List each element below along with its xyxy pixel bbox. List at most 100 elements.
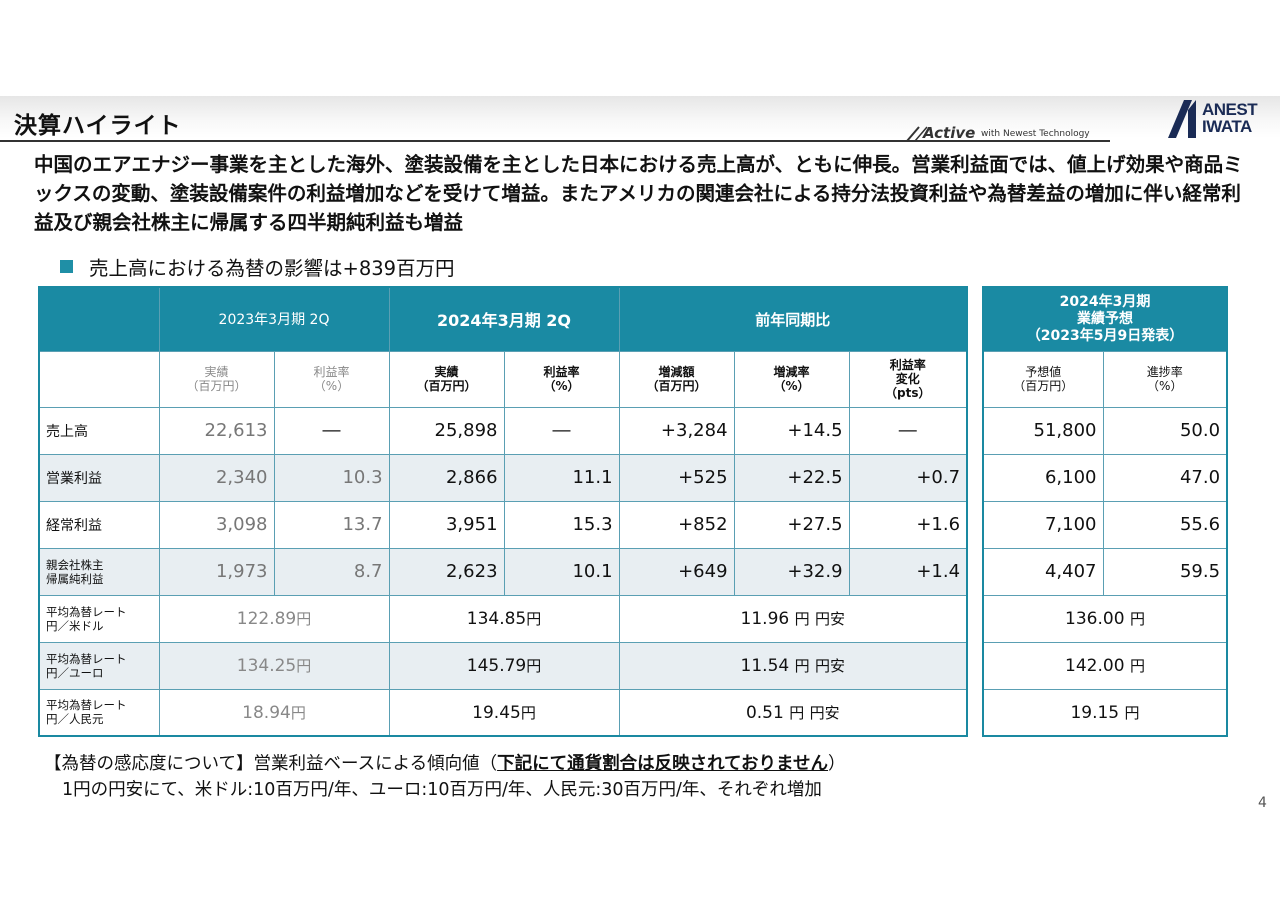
table-row: 経常利益 3,098 13.7 3,951 15.3 +852 +27.5 +1… [38, 500, 968, 549]
prev-actual: 22,613 [158, 406, 275, 455]
fx-row: 平均為替レート 円／人民元 18.94円 19.45円 0.51 円 円安 [38, 688, 968, 737]
tagline-text: with Newest Technology [981, 129, 1090, 139]
diff-amount: +3,284 [618, 406, 735, 455]
header-yoy: 前年同期比 [618, 286, 968, 352]
logo-mark-icon [1168, 100, 1196, 138]
fx-cur: 145.79円 [388, 641, 620, 690]
header-cur-period: 2024年3月期 2Q [388, 286, 620, 352]
cur-actual: 2,866 [388, 453, 505, 502]
fx-cur: 134.85円 [388, 594, 620, 643]
subheader-progress: 進捗率 （%） [1102, 350, 1228, 408]
forecast-fx: 19.15 円 [982, 688, 1228, 737]
margin-change: +1.6 [848, 500, 968, 549]
prev-actual: 1,973 [158, 547, 275, 596]
row-label: 営業利益 [38, 453, 160, 502]
forecast-progress: 47.0 [1102, 453, 1228, 502]
subheader-margin-change: 利益率 変化 （pts） [848, 350, 968, 408]
forecast-table: 2024年3月期 業績予想 （2023年5月9日発表） 予想値 （百万円） 進捗率 （%… [982, 286, 1229, 737]
logo-text-line1: ANEST [1202, 100, 1258, 119]
logo-text-line2: IWATA [1202, 117, 1252, 136]
cur-margin: ― [503, 406, 620, 455]
prev-margin: 8.7 [273, 547, 390, 596]
fx-sensitivity-note: 【為替の感応度について】営業利益ベースによる傾向値（下記にて通貨割合は反映されて… [44, 754, 846, 774]
diff-rate: +32.9 [733, 547, 850, 596]
fx-row: 平均為替レート 円／ユーロ 134.25円 145.79円 11.54 円 円安 [38, 641, 968, 690]
page-number: 4 [1258, 795, 1267, 811]
subheader-prev-actual: 実績 （百万円） [158, 350, 275, 408]
subheader-prev-margin: 利益率 （%） [273, 350, 390, 408]
header-prev-period: 2023年3月期 2Q [158, 286, 390, 352]
fx-cur: 19.45円 [388, 688, 620, 737]
fx-impact-text: 売上高における為替の影響は+839百万円 [89, 257, 455, 280]
tagline-slash-icon [906, 126, 928, 142]
forecast-fx: 136.00 円 [982, 594, 1228, 643]
diff-rate: +22.5 [733, 453, 850, 502]
prev-margin: 13.7 [273, 500, 390, 549]
cur-actual: 2,623 [388, 547, 505, 596]
margin-change: +1.4 [848, 547, 968, 596]
row-label: 親会社株主 帰属純利益 [38, 547, 160, 596]
cur-margin: 15.3 [503, 500, 620, 549]
diff-rate: +27.5 [733, 500, 850, 549]
prev-margin: ― [273, 406, 390, 455]
forecast-row: 6,100 47.0 [982, 453, 1228, 502]
cur-actual: 3,951 [388, 500, 505, 549]
forecast-row: 4,407 59.5 [982, 547, 1228, 596]
summary-text: 中国のエアエナジー事業を主とした海外、塗装設備を主とした日本における売上高が、と… [34, 153, 1243, 234]
forecast-progress: 50.0 [1102, 406, 1228, 455]
forecast-row: 51,800 50.0 [982, 406, 1228, 455]
table-row: 親会社株主 帰属純利益 1,973 8.7 2,623 10.1 +649 +32… [38, 547, 968, 596]
diff-amount: +852 [618, 500, 735, 549]
subheader-blank [38, 350, 160, 408]
forecast-fx-row: 142.00 円 [982, 641, 1228, 690]
note-emphasis: 下記にて通貨割合は反映されておりません [497, 754, 829, 774]
subheader-cur-margin: 利益率 （%） [503, 350, 620, 408]
forecast-value: 6,100 [982, 453, 1104, 502]
prev-margin: 10.3 [273, 453, 390, 502]
tagline-brand: Active [923, 124, 976, 142]
slide-title: 決算ハイライト [14, 113, 182, 139]
subheader-diff-amount: 増減額 （百万円） [618, 350, 735, 408]
forecast-progress: 59.5 [1102, 547, 1228, 596]
results-table: 2023年3月期 2Q 2024年3月期 2Q 前年同期比 実績 （百万円） 利益… [38, 286, 969, 737]
tagline: Active with Newest Technology [905, 124, 1120, 142]
forecast-header: 2024年3月期 業績予想 （2023年5月9日発表） [982, 286, 1228, 352]
fx-sensitivity-detail: 1円の円安にて、米ドル:10百万円/年、ユーロ:10百万円/年、人民元:30百万… [62, 780, 822, 800]
fx-diff: 0.51 円 円安 [618, 688, 968, 737]
row-label: 経常利益 [38, 500, 160, 549]
fx-diff: 11.54 円 円安 [618, 641, 968, 690]
company-logo: ANEST IWATA [1168, 100, 1273, 138]
table-row: 売上高 22,613 ― 25,898 ― +3,284 +14.5 ― [38, 406, 968, 455]
forecast-value: 51,800 [982, 406, 1104, 455]
prev-actual: 2,340 [158, 453, 275, 502]
forecast-progress: 55.6 [1102, 500, 1228, 549]
forecast-value: 4,407 [982, 547, 1104, 596]
forecast-row: 7,100 55.6 [982, 500, 1228, 549]
bullet-square-icon [60, 260, 73, 273]
forecast-fx-row: 19.15 円 [982, 688, 1228, 737]
fx-prev: 134.25円 [158, 641, 390, 690]
cur-margin: 11.1 [503, 453, 620, 502]
forecast-fx: 142.00 円 [982, 641, 1228, 690]
forecast-fx-row: 136.00 円 [982, 594, 1228, 643]
cur-actual: 25,898 [388, 406, 505, 455]
margin-change: +0.7 [848, 453, 968, 502]
fx-impact-bullet: 売上高における為替の影響は+839百万円 [60, 252, 455, 281]
diff-amount: +525 [618, 453, 735, 502]
fx-prev: 122.89円 [158, 594, 390, 643]
fx-diff: 11.96 円 円安 [618, 594, 968, 643]
fx-label: 平均為替レート 円／人民元 [38, 688, 160, 737]
fx-row: 平均為替レート 円／米ドル 122.89円 134.85円 11.96 円 円安 [38, 594, 968, 643]
fx-prev: 18.94円 [158, 688, 390, 737]
prev-actual: 3,098 [158, 500, 275, 549]
row-label: 売上高 [38, 406, 160, 455]
fx-label: 平均為替レート 円／ユーロ [38, 641, 160, 690]
header-corner [38, 286, 160, 352]
forecast-value: 7,100 [982, 500, 1104, 549]
header-band [0, 96, 1280, 138]
cur-margin: 10.1 [503, 547, 620, 596]
subheader-forecast: 予想値 （百万円） [982, 350, 1104, 408]
table-row: 営業利益 2,340 10.3 2,866 11.1 +525 +22.5 +0… [38, 453, 968, 502]
diff-amount: +649 [618, 547, 735, 596]
subheader-diff-rate: 増減率 （%） [733, 350, 850, 408]
